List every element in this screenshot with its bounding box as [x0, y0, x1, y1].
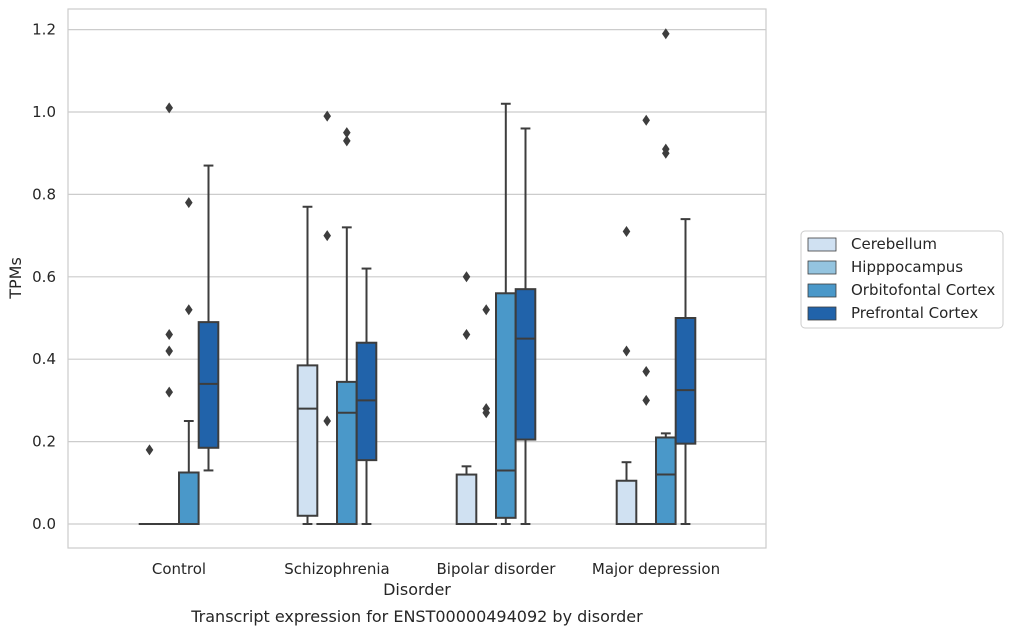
box-2-0	[455, 271, 478, 525]
outlier-point	[323, 110, 331, 122]
outlier-point	[462, 271, 471, 283]
legend-label: Orbitofontal Cortex	[851, 281, 995, 299]
box-2-3	[514, 127, 537, 525]
box-body	[296, 364, 319, 517]
outlier-point	[482, 403, 490, 415]
outlier-point	[165, 102, 173, 114]
y-axis-label: TPMs	[6, 257, 25, 300]
outlier-point	[165, 345, 173, 357]
outlier-point	[642, 394, 650, 406]
box-body	[197, 321, 220, 449]
outlier-point	[482, 304, 490, 316]
x-tick-label: Control	[152, 560, 206, 578]
outlier-point	[323, 230, 331, 242]
legend-label: Prefrontal Cortex	[851, 304, 978, 322]
box-body	[336, 380, 358, 525]
box-body	[455, 473, 478, 525]
outlier-point	[662, 143, 670, 155]
box-body	[355, 341, 378, 462]
box-body	[178, 471, 200, 525]
grid-lines	[68, 29, 766, 525]
legend-swatch	[807, 260, 837, 275]
outlier-point	[145, 444, 154, 456]
legend: Cerebellum Hipppocampus Orbitofontal Corte…	[800, 230, 1004, 329]
legend-swatch	[807, 306, 837, 321]
outlier-point	[622, 345, 631, 357]
box-body	[615, 479, 638, 525]
y-tick-label: 0.0	[32, 515, 56, 533]
box-2-2	[495, 102, 517, 525]
box-1-2	[336, 127, 358, 525]
box-0-3	[197, 164, 220, 472]
box-1-1	[316, 110, 338, 526]
legend-frame	[800, 230, 1004, 329]
legend-label: Cerebellum	[851, 235, 937, 253]
box-body	[655, 436, 677, 526]
outlier-point	[642, 366, 650, 378]
x-tick-labels: Control Schizophrenia Bipolar disorder Majo…	[152, 560, 720, 578]
legend-swatch	[807, 283, 837, 298]
box-body	[495, 292, 517, 519]
box-3-1	[635, 114, 658, 526]
outlier-point	[343, 135, 351, 147]
box-1-0	[296, 205, 319, 525]
y-tick-labels: 0.0 0.2 0.4 0.6 0.8 1.0 1.2	[32, 21, 56, 533]
y-tick-label: 0.4	[32, 350, 56, 368]
outlier-point	[185, 304, 193, 316]
legend-swatch	[807, 237, 837, 252]
chart-caption: Transcript expression for ENST0000049409…	[190, 607, 643, 626]
outlier-point	[165, 328, 173, 340]
box-body	[514, 288, 537, 441]
y-tick-label: 0.6	[32, 268, 56, 286]
outlier-point	[343, 127, 351, 139]
x-tick-label: Major depression	[592, 560, 720, 578]
x-tick-label: Bipolar disorder	[437, 560, 557, 578]
outlier-point	[165, 386, 173, 398]
box-1-3	[355, 267, 378, 525]
legend-label: Hipppocampus	[851, 258, 963, 276]
outlier-point	[323, 415, 331, 427]
x-tick-label: Schizophrenia	[284, 560, 389, 578]
y-tick-label: 1.0	[32, 103, 56, 121]
outlier-point	[622, 225, 631, 237]
box-0-0	[138, 444, 161, 526]
box-0-1	[158, 102, 180, 526]
outlier-point	[462, 328, 471, 340]
x-axis-label: Disorder	[383, 580, 451, 599]
y-tick-label: 0.8	[32, 185, 56, 203]
y-tick-label: 0.2	[32, 433, 56, 451]
outlier-point	[642, 114, 650, 126]
box-2-1	[475, 304, 497, 526]
box-3-0	[615, 225, 638, 525]
y-tick-label: 1.2	[32, 21, 56, 39]
outlier-point	[185, 197, 193, 209]
box-3-3	[674, 218, 697, 525]
outlier-point	[662, 28, 670, 40]
box-body	[674, 317, 697, 445]
box-3-2	[655, 28, 677, 526]
plot-frame	[67, 8, 767, 549]
box-layer	[138, 28, 697, 526]
box-0-2	[178, 197, 200, 525]
